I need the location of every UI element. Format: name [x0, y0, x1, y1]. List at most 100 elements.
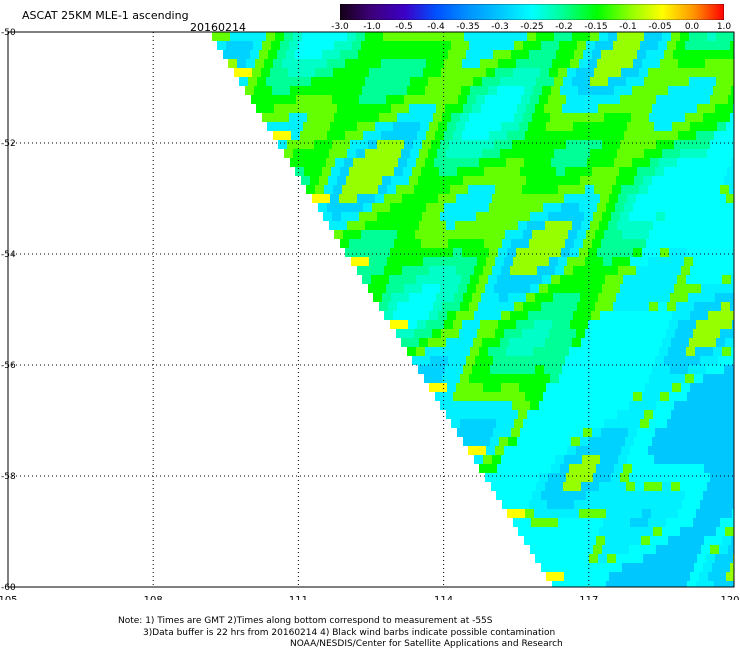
swath-cell: [465, 122, 474, 131]
swath-cell: [529, 239, 538, 248]
swath-cell: [392, 32, 401, 41]
swath-cell: [728, 401, 734, 410]
swath-cell: [535, 365, 544, 374]
swath-cell: [246, 59, 255, 68]
swath-cell: [447, 311, 456, 320]
swath-cell: [577, 302, 586, 311]
swath-cell: [514, 302, 523, 311]
swath-cell: [712, 113, 721, 122]
swath-cell: [544, 365, 553, 374]
swath-cell: [390, 59, 399, 68]
swath-cell: [666, 518, 675, 527]
swath-cell: [613, 302, 622, 311]
swath-cell: [595, 230, 604, 239]
swath-cell: [652, 554, 661, 563]
swath-cell: [496, 491, 505, 500]
swath-cell: [713, 536, 722, 545]
swath-cell: [703, 419, 712, 428]
swath-cell: [361, 230, 370, 239]
swath-cell: [428, 77, 437, 86]
swath-cell: [641, 275, 650, 284]
swath-cell: [379, 302, 388, 311]
swath-cell: [259, 50, 268, 59]
swath-cell: [647, 284, 656, 293]
swath-cell: [418, 293, 427, 302]
swath-cell: [374, 32, 383, 41]
swath-cell: [535, 176, 544, 185]
swath-cell: [461, 275, 470, 284]
swath-cell: [313, 50, 322, 59]
swath-cell: [727, 239, 734, 248]
swath-cell: [502, 50, 511, 59]
swath-cell: [529, 428, 538, 437]
swath-cell: [649, 563, 658, 572]
swath-cell: [435, 131, 444, 140]
swath-cell: [722, 347, 731, 356]
swath-cell: [505, 41, 514, 50]
swath-cell: [628, 167, 637, 176]
swath-cell: [716, 527, 725, 536]
swath-cell: [468, 446, 477, 455]
swath-cell: [371, 86, 380, 95]
swath-cell: [508, 365, 517, 374]
swath-cell: [526, 104, 535, 113]
swath-cell: [514, 419, 523, 428]
swath-cell: [543, 509, 552, 518]
swath-cell: [729, 329, 734, 338]
swath-cell: [590, 338, 599, 347]
swath-cell: [502, 167, 511, 176]
swath-cell: [593, 401, 602, 410]
swath-cell: [385, 50, 394, 59]
swath-cell: [388, 302, 397, 311]
swath-cell: [373, 104, 382, 113]
swath-cell: [483, 383, 492, 392]
swath-cell: [355, 104, 364, 113]
swath-cell: [666, 446, 675, 455]
swath-cell: [537, 266, 546, 275]
swath-cell: [382, 293, 391, 302]
swath-cell: [722, 464, 731, 473]
swath-cell: [703, 230, 712, 239]
swath-cell: [516, 392, 525, 401]
swath-cell: [630, 257, 639, 266]
swath-cell: [570, 320, 579, 329]
swath-cell: [559, 563, 568, 572]
swath-cell: [724, 554, 733, 563]
swath-cell: [536, 482, 545, 491]
swath-cell: [381, 59, 390, 68]
swath-cell: [388, 113, 397, 122]
swath-cell: [640, 419, 649, 428]
swath-cell: [513, 329, 522, 338]
swath-cell: [678, 248, 687, 257]
swath-cell: [302, 77, 311, 86]
swath-cell: [599, 221, 608, 230]
swath-cell: [732, 203, 734, 212]
swath-cell: [550, 419, 559, 428]
swath-cell: [674, 473, 683, 482]
swath-cell: [531, 68, 540, 77]
swath-cell: [732, 131, 734, 140]
swath-cell: [445, 365, 454, 374]
swath-cell: [260, 95, 269, 104]
swath-cell: [437, 32, 446, 41]
swath-cell: [261, 68, 270, 77]
swath-cell: [448, 239, 457, 248]
swath-cell: [668, 347, 677, 356]
swath-cell: [555, 194, 564, 203]
swath-cell: [671, 338, 680, 347]
swath-cell: [574, 50, 583, 59]
swath-cell: [548, 95, 557, 104]
swath-cell: [528, 311, 537, 320]
swath-cell: [672, 572, 681, 581]
swath-cell: [491, 32, 500, 41]
swath-cell: [732, 59, 734, 68]
swath-cell: [257, 77, 266, 86]
swath-cell: [697, 365, 706, 374]
swath-cell: [617, 410, 626, 419]
swath-cell: [572, 527, 581, 536]
swath-cell: [698, 482, 707, 491]
swath-cell: [717, 572, 726, 581]
longitude-tick-label: 108: [144, 595, 163, 600]
swath-cell: [652, 104, 661, 113]
swath-cell: [646, 167, 655, 176]
